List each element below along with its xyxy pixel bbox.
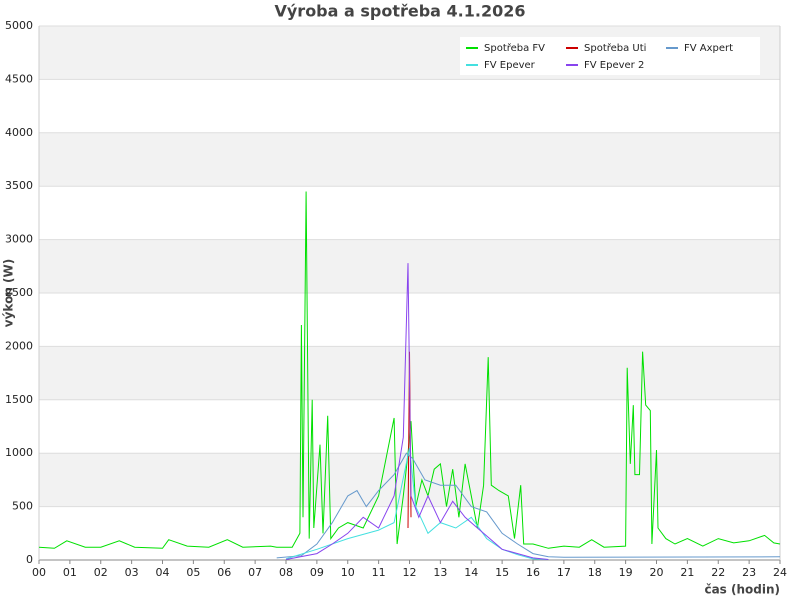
x-tick-label: 19 <box>619 566 633 579</box>
y-tick-label: 1500 <box>5 393 33 406</box>
x-tick-label: 00 <box>32 566 46 579</box>
x-tick-label: 02 <box>94 566 108 579</box>
x-tick-label: 17 <box>557 566 571 579</box>
x-tick-label: 04 <box>156 566 170 579</box>
x-tick-label: 03 <box>125 566 139 579</box>
x-tick-label: 07 <box>248 566 262 579</box>
chart-title: Výroba a spotřeba 4.1.2026 <box>274 2 525 21</box>
x-tick-label: 22 <box>711 566 725 579</box>
y-tick-label: 3500 <box>5 179 33 192</box>
x-tick-label: 05 <box>186 566 200 579</box>
y-tick-label: 4000 <box>5 126 33 139</box>
legend-label: FV Axpert <box>684 43 733 54</box>
x-tick-label: 21 <box>680 566 694 579</box>
x-tick-label: 12 <box>403 566 417 579</box>
grid-band <box>39 453 780 507</box>
y-tick-label: 3000 <box>5 233 33 246</box>
legend-label: Spotřeba FV <box>484 42 545 54</box>
x-tick-label: 20 <box>650 566 664 579</box>
legend: Spotřeba FV Spotřeba Uti FV Axpert FV Epeve… <box>460 37 760 75</box>
x-tick-label: 08 <box>279 566 293 579</box>
legend-label: FV Epever 2 <box>584 60 644 71</box>
x-axis-label: čas (hodin) <box>704 583 780 597</box>
y-tick-label: 1000 <box>5 446 33 459</box>
y-tick-label: 0 <box>26 553 33 566</box>
y-tick-label: 4500 <box>5 72 33 85</box>
grid-band <box>39 132 780 187</box>
x-tick-label: 09 <box>310 566 324 579</box>
x-tick-label: 14 <box>464 566 478 579</box>
grid-band <box>39 239 780 293</box>
series-line <box>285 447 549 560</box>
y-tick-label: 5000 <box>5 19 33 32</box>
y-tick-label: 2000 <box>5 339 33 352</box>
x-tick-label: 01 <box>63 566 77 579</box>
x-tick-label: 13 <box>433 566 447 579</box>
series-line <box>276 452 781 559</box>
legend-box <box>460 37 760 75</box>
x-tick-label: 15 <box>495 566 509 579</box>
legend-label: Spotřeba Uti <box>584 42 646 54</box>
series-line <box>285 263 549 560</box>
x-tick-label: 24 <box>773 566 787 579</box>
y-tick-label: 500 <box>12 500 33 513</box>
x-tick-label: 23 <box>742 566 756 579</box>
x-tick-label: 18 <box>588 566 602 579</box>
series-line <box>38 191 781 549</box>
y-tick-label: 2500 <box>5 286 33 299</box>
x-tick-label: 06 <box>217 566 231 579</box>
x-tick-label: 11 <box>372 566 386 579</box>
x-tick-label: 10 <box>341 566 355 579</box>
x-tick-label: 16 <box>526 566 540 579</box>
legend-label: FV Epever <box>484 60 536 71</box>
y-axis-label: výkon (W) <box>2 259 16 327</box>
